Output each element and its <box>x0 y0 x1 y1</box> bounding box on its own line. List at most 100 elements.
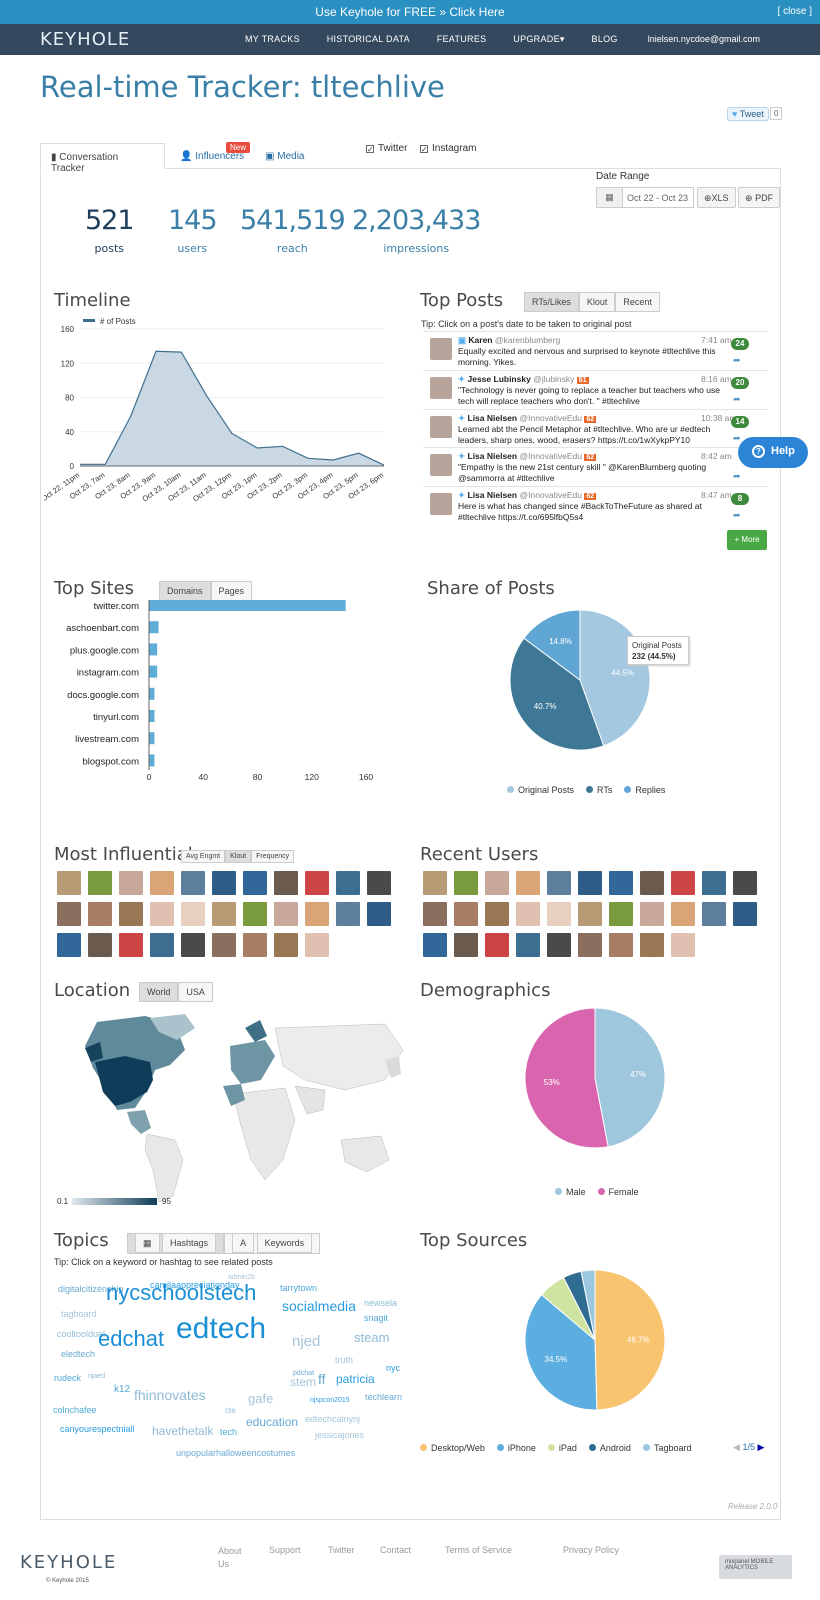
user-avatar[interactable] <box>274 933 298 957</box>
tab-media[interactable]: ▣ Media <box>255 143 314 169</box>
topic-word[interactable]: newsela <box>364 1298 398 1308</box>
topic-word[interactable]: colnchafee <box>53 1405 97 1415</box>
sites-domains[interactable]: Domains <box>159 581 211 601</box>
sort-frequency[interactable]: Frequency <box>251 850 295 863</box>
sort-recent[interactable]: Recent <box>615 292 660 312</box>
sources-pager[interactable]: ◀ 1/5 ▶ <box>733 1442 764 1453</box>
avatar[interactable] <box>430 454 452 476</box>
tab-influencers[interactable]: 👤 Influencers <box>170 143 254 169</box>
topic-word[interactable]: snagit <box>364 1313 389 1323</box>
promo-link[interactable]: Use Keyhole for FREE » Click Here <box>315 5 505 19</box>
user-avatar[interactable] <box>305 871 329 895</box>
user-avatar[interactable] <box>578 902 602 926</box>
user-avatar[interactable] <box>212 933 236 957</box>
topic-word[interactable]: techlearn <box>365 1392 403 1402</box>
user-avatar[interactable] <box>671 902 695 926</box>
topic-word[interactable]: canyourespectniall <box>60 1424 135 1434</box>
user-avatar[interactable] <box>423 871 447 895</box>
user-avatar[interactable] <box>547 933 571 957</box>
topic-word[interactable]: tagboard <box>61 1309 97 1319</box>
topic-word[interactable]: steam <box>354 1330 390 1345</box>
topic-word[interactable]: rudeck <box>54 1373 82 1383</box>
user-avatar[interactable] <box>305 933 329 957</box>
user-avatar[interactable] <box>274 902 298 926</box>
user-avatar[interactable] <box>578 933 602 957</box>
topic-word[interactable]: tarrytown <box>280 1283 318 1293</box>
legend-item[interactable]: Desktop/Web <box>420 1443 485 1453</box>
topic-word[interactable]: njed <box>292 1333 321 1350</box>
nav-historical-data[interactable]: HISTORICAL DATA <box>326 34 410 44</box>
topic-word[interactable]: fhinnovates <box>134 1387 206 1403</box>
top-post[interactable]: ✦ Jesse Lubinsky @jlubinsky 61 8:16 am "Te… <box>423 370 768 408</box>
user-avatar[interactable] <box>423 902 447 926</box>
footer-support[interactable]: Support <box>269 1545 301 1555</box>
user-avatar[interactable] <box>181 933 205 957</box>
user-avatar[interactable] <box>150 933 174 957</box>
topic-word[interactable]: havethetalk <box>152 1424 214 1438</box>
pdf-export-button[interactable]: ⊕ PDF <box>738 187 781 208</box>
post-time[interactable]: 8:42 am <box>701 451 732 461</box>
user-avatar[interactable] <box>516 933 540 957</box>
user-avatar[interactable] <box>57 902 81 926</box>
nav-blog[interactable]: BLOG <box>591 34 618 44</box>
topics-keywords[interactable]: A Keywords <box>224 1233 321 1254</box>
xls-export-button[interactable]: ⊕XLS <box>697 187 736 208</box>
user-avatar[interactable] <box>57 933 81 957</box>
user-avatar[interactable] <box>367 871 391 895</box>
more-posts-button[interactable]: + More <box>727 530 767 550</box>
user-avatar[interactable] <box>88 902 112 926</box>
topic-word[interactable]: njspcon2015 <box>310 1397 350 1404</box>
user-avatar[interactable] <box>485 902 509 926</box>
user-avatar[interactable] <box>516 902 540 926</box>
instagram-checkbox[interactable]: ✓ Instagram <box>420 143 476 154</box>
topic-word[interactable]: edtech <box>176 1312 267 1345</box>
share-icon[interactable]: ➦ <box>733 355 741 365</box>
topic-word[interactable]: admin2b <box>228 1274 255 1281</box>
sort-klout[interactable]: Klout <box>225 850 252 863</box>
footer-twitter[interactable]: Twitter <box>328 1545 355 1555</box>
post-time[interactable]: 8:47 am <box>701 490 732 500</box>
topic-word[interactable]: digitalcitizenship <box>58 1284 124 1294</box>
footer-contact[interactable]: Contact <box>380 1545 412 1555</box>
user-avatar[interactable] <box>150 871 174 895</box>
user-avatar[interactable] <box>243 871 267 895</box>
user-avatar[interactable] <box>181 871 205 895</box>
twitter-checkbox[interactable]: ✓ Twitter <box>366 143 407 154</box>
nav-upgrade[interactable]: UPGRADE▾ <box>513 34 565 44</box>
share-icon[interactable]: ➦ <box>733 433 741 443</box>
user-avatar[interactable] <box>485 871 509 895</box>
user-avatar[interactable] <box>609 933 633 957</box>
mixpanel-badge[interactable]: mixpanel MOBILE ANALYTICS <box>719 1555 792 1579</box>
topic-word[interactable]: njaed <box>88 1373 106 1380</box>
user-avatar[interactable] <box>57 871 81 895</box>
legend-item[interactable]: iPhone <box>496 1443 536 1453</box>
top-post[interactable]: ✦ Lisa Nielsen @InnovativeEdu 62 10:38 am… <box>423 409 768 447</box>
legend-item[interactable]: RTs <box>586 785 612 795</box>
legend-item[interactable]: Original Posts <box>507 785 574 795</box>
user-avatar[interactable] <box>671 933 695 957</box>
topic-word[interactable]: cooltoolduel <box>57 1329 106 1339</box>
sort-avg-engmt[interactable]: Avg Engmt <box>181 850 226 863</box>
topic-word[interactable]: cte <box>225 1406 236 1415</box>
post-author[interactable]: ✦ Jesse Lubinsky @jlubinsky 61 <box>458 374 589 385</box>
date-range-picker[interactable]: ▦ Oct 22 - Oct 23 <box>596 187 694 208</box>
avatar[interactable] <box>430 493 452 515</box>
topic-word[interactable]: stem <box>290 1375 317 1389</box>
share-icon[interactable]: ➦ <box>733 510 741 520</box>
topic-word[interactable]: truth <box>335 1355 354 1365</box>
topic-word[interactable]: education <box>246 1415 299 1429</box>
user-avatar[interactable] <box>609 871 633 895</box>
top-post[interactable]: ✦ Lisa Nielsen @InnovativeEdu 62 8:42 am "… <box>423 447 768 485</box>
sort-klout[interactable]: Klout <box>578 292 616 312</box>
location-world[interactable]: World <box>139 982 179 1002</box>
user-avatar[interactable] <box>274 871 298 895</box>
user-avatar[interactable] <box>454 902 478 926</box>
user-avatar[interactable] <box>243 902 267 926</box>
post-author[interactable]: ✦ Lisa Nielsen @InnovativeEdu 62 <box>458 490 597 501</box>
user-avatar[interactable] <box>150 902 174 926</box>
nav-features[interactable]: FEATURES <box>436 34 487 44</box>
avatar[interactable] <box>430 416 452 438</box>
post-author[interactable]: ✦ Lisa Nielsen @InnovativeEdu 62 <box>458 451 597 462</box>
user-avatar[interactable] <box>212 871 236 895</box>
user-avatar[interactable] <box>181 902 205 926</box>
